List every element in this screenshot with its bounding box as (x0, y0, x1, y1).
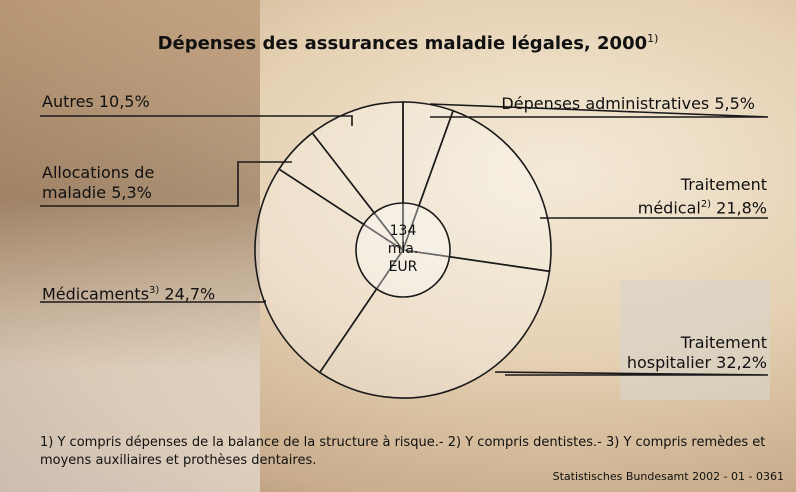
leader-line (40, 300, 266, 303)
value-label: 5,3% (111, 183, 152, 202)
slice-label: Traitement médical2) 21,8% (637, 175, 767, 218)
category-name: Traitement médical (637, 175, 767, 218)
footnote: 1) Y compris dépenses de la balance de l… (40, 435, 766, 468)
value-label: 32,2% (716, 353, 767, 372)
category-name: Traitement hospitalier (626, 333, 767, 372)
pie-slice (311, 101, 404, 253)
category-name: Médicaments (42, 284, 150, 304)
leader-line (494, 371, 769, 376)
value-label: 10,5% (98, 92, 150, 111)
center-label-line: EUR (388, 259, 418, 275)
category-name: Allocations de maladie (42, 163, 155, 202)
slice-label: Médicaments3) 24,7% (42, 281, 282, 304)
leader-line (40, 115, 353, 126)
value-label: 21,8% (716, 198, 767, 218)
slice-label: Dépenses administratives 5,5% (455, 94, 755, 114)
category-name: Dépenses administratives (501, 94, 710, 113)
slice-label: Autres 10,5% (42, 92, 242, 112)
chart-title: Dépenses des assurances maladie légales,… (157, 33, 648, 54)
pie-slice (401, 109, 552, 273)
category-note: 2) (700, 199, 712, 210)
center-label: 134 mia. EUR (370, 222, 436, 276)
slice-label: Traitement hospitalier 32,2% (617, 333, 767, 373)
value-label: 5,5% (714, 94, 755, 113)
center-label-line: mia. (387, 241, 419, 257)
center-label-line: 134 (389, 223, 417, 239)
leader-line (40, 161, 292, 207)
pie-slice (254, 168, 405, 374)
inner-circle (355, 202, 451, 298)
pie-slice (318, 249, 551, 399)
chart-title-block: Dépenses des assurances maladie légales,… (0, 32, 796, 54)
source: Statistisches Bundesamt 2002 - 01 - 0361 (552, 470, 784, 483)
category-name: Autres (42, 92, 94, 111)
leader-line (429, 103, 769, 118)
title-note: 1) (647, 32, 659, 45)
background-photo (0, 0, 260, 492)
background-photo (620, 280, 770, 400)
category-note: 3) (149, 285, 160, 296)
value-label: 24,7% (164, 284, 216, 304)
slice-label: Allocations de maladie 5,3% (42, 163, 172, 203)
